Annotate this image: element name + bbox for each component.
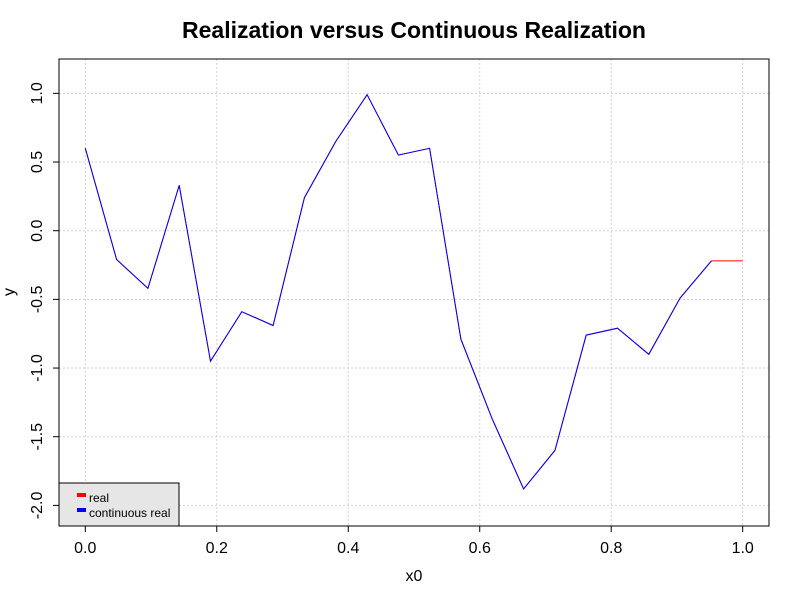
x-axis-label: x0	[406, 568, 423, 585]
y-tick-label: -0.5	[29, 285, 46, 313]
legend-label-continuous-real: continuous real	[89, 506, 170, 520]
x-tick-label: 0.8	[600, 540, 622, 557]
grid	[59, 59, 769, 526]
legend-swatch-real	[77, 493, 86, 497]
y-axis: -2.0 -1.5 -1.0 -0.5 0.0 0.5 1.0	[29, 82, 59, 519]
y-tick-label: 1.0	[29, 82, 46, 104]
legend-label-real: real	[89, 491, 109, 505]
legend: real continuous real	[58, 482, 180, 527]
x-axis: 0.0 0.2 0.4 0.6 0.8 1.0	[74, 526, 754, 557]
series-lines	[84, 93, 743, 490]
y-tick-label: -2.0	[29, 492, 46, 520]
x-tick-label: 0.4	[337, 540, 359, 557]
x-tick-label: 0.2	[206, 540, 228, 557]
legend-swatch-continuous-real	[77, 508, 86, 512]
y-tick-label: 0.0	[29, 219, 46, 241]
x-tick-label: 1.0	[732, 540, 754, 557]
series-line-real	[84, 93, 743, 490]
y-axis-label: y	[1, 288, 18, 296]
x-tick-label: 0.6	[469, 540, 491, 557]
y-tick-label: -1.0	[29, 354, 46, 382]
x-tick-label: 0.0	[74, 540, 96, 557]
y-tick-label: -1.5	[29, 423, 46, 451]
plot-frame	[58, 58, 770, 527]
chart-title: Realization versus Continuous Realizatio…	[182, 17, 646, 43]
y-tick-label: 0.5	[29, 151, 46, 173]
legend-box	[58, 482, 180, 527]
series-line-continuous-real	[84, 93, 712, 490]
